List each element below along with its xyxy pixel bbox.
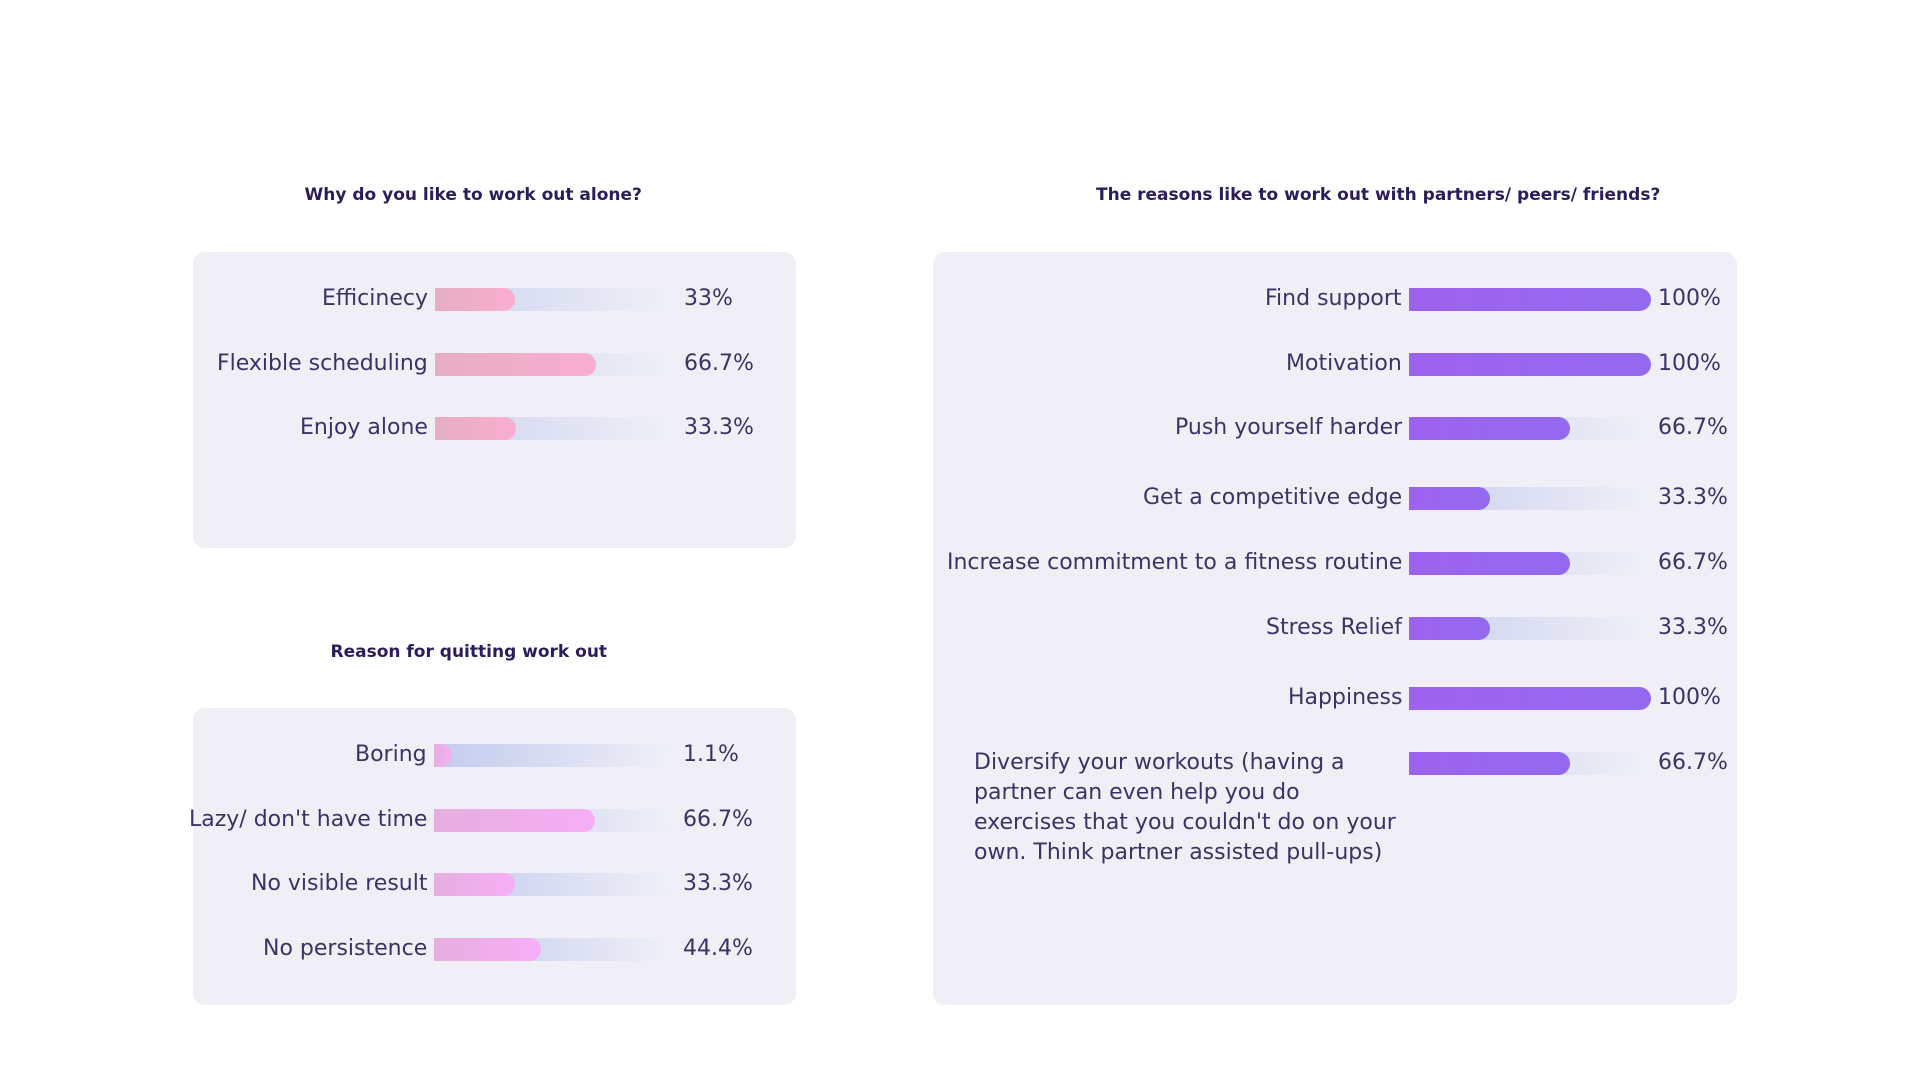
- bar-fill: [434, 873, 515, 896]
- bar-value-label: 33%: [684, 286, 733, 311]
- bar-category-label: Motivation: [1286, 351, 1402, 376]
- bar-value-label: 33.3%: [683, 871, 753, 896]
- bar-track: [435, 353, 677, 376]
- bar-value-label: 66.7%: [683, 807, 753, 832]
- bar-category-label: Flexible scheduling: [217, 351, 428, 376]
- bar-category-label: Efficinecy: [322, 286, 428, 311]
- bar-fill: [1409, 617, 1490, 640]
- bar-value-label: 100%: [1658, 351, 1721, 376]
- bar-category-label: Push yourself harder: [1175, 415, 1403, 440]
- bar-fill: [435, 288, 515, 311]
- bar-fill: [435, 353, 596, 376]
- bar-track: [1409, 487, 1651, 510]
- bar-category-label: Enjoy alone: [300, 415, 428, 440]
- bar-value-label: 44.4%: [683, 936, 753, 961]
- bar-value-label: 66.7%: [1658, 415, 1728, 440]
- bar-fill: [1409, 353, 1651, 376]
- bar-fill: [434, 809, 595, 832]
- bar-category-label: Happiness: [1288, 685, 1403, 710]
- bar-track: [434, 873, 676, 896]
- bar-track: [1409, 752, 1651, 775]
- bar-track: [1409, 353, 1651, 376]
- bar-fill: [435, 417, 516, 440]
- bar-value-label: 66.7%: [1658, 550, 1728, 575]
- bar-fill: [434, 938, 541, 961]
- chart-title: The reasons like to work out with partne…: [1096, 185, 1661, 205]
- bar-track: [434, 744, 676, 767]
- bar-value-label: 66.7%: [1658, 750, 1728, 775]
- bar-track: [1409, 687, 1651, 710]
- bar-fill: [1409, 687, 1651, 710]
- bar-track: [435, 417, 677, 440]
- bar-track: [435, 288, 677, 311]
- bar-category-label: Get a competitive edge: [1143, 485, 1403, 510]
- bar-category-label: Lazy/ don't have time: [189, 807, 428, 832]
- bar-value-label: 33.3%: [1658, 485, 1728, 510]
- chart-title: Reason for quitting work out: [330, 642, 608, 662]
- bar-track: [1409, 552, 1651, 575]
- bar-category-label: Boring: [355, 742, 427, 767]
- bar-category-label: Diversify your workouts (having a partne…: [974, 750, 1396, 865]
- bar-value-label: 66.7%: [684, 351, 754, 376]
- bar-category-label: Increase commitment to a fitness routine: [947, 550, 1403, 575]
- bar-value-label: 1.1%: [683, 742, 739, 767]
- bar-track: [1409, 417, 1651, 440]
- bar-track: [434, 809, 676, 832]
- bar-category-label: No visible result: [251, 871, 428, 896]
- bar-value-label: 33.3%: [1658, 615, 1728, 640]
- bar-value-label: 100%: [1658, 286, 1721, 311]
- chart-title: Why do you like to work out alone?: [304, 185, 642, 205]
- bar-category-label: Stress Relief: [1266, 615, 1402, 640]
- bar-category-label: No persistence: [263, 936, 428, 961]
- bar-track: [434, 938, 676, 961]
- bar-fill: [1409, 487, 1490, 510]
- bar-value-label: 100%: [1658, 685, 1721, 710]
- bar-category-label: Find support: [1265, 286, 1402, 311]
- bar-fill: [1409, 552, 1570, 575]
- bar-fill: [1409, 288, 1651, 311]
- bar-fill: [434, 744, 452, 767]
- bar-track: [1409, 288, 1651, 311]
- bar-value-label: 33.3%: [684, 415, 754, 440]
- bar-track: [1409, 617, 1651, 640]
- bar-fill: [1409, 752, 1570, 775]
- bar-fill: [1409, 417, 1570, 440]
